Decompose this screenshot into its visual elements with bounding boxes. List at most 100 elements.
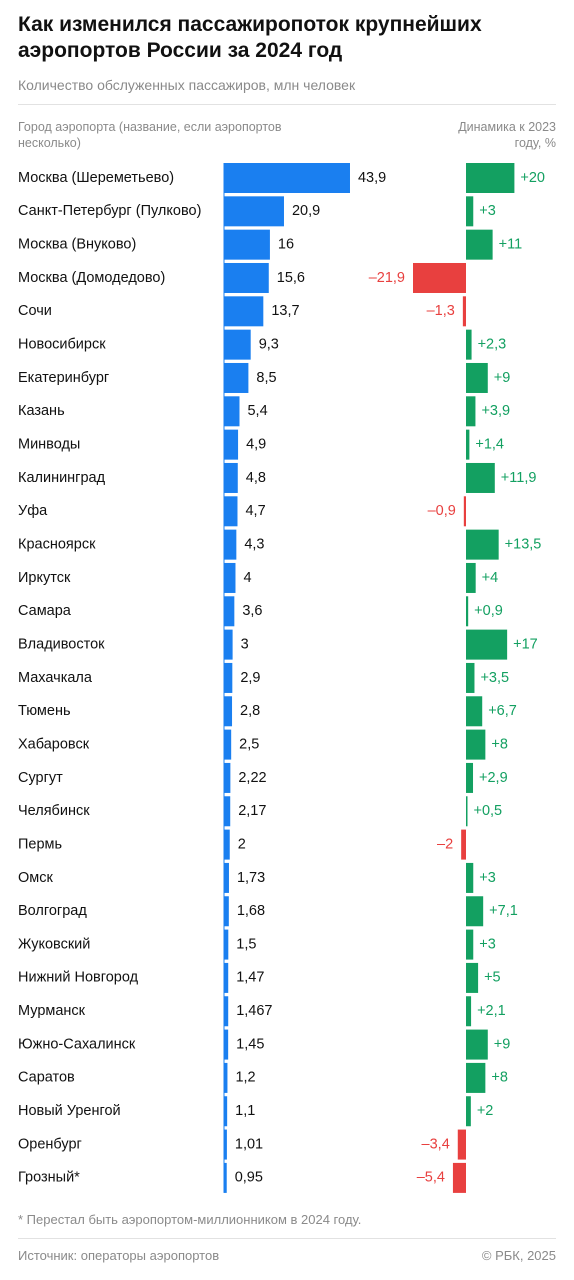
bar <box>224 1162 227 1193</box>
change-label: +1,4 <box>475 436 504 452</box>
bar <box>224 729 232 760</box>
change-bar <box>466 196 474 227</box>
category-label: Калининград <box>18 470 106 486</box>
category-label: Южно-Сахалинск <box>18 1036 136 1052</box>
change-bar <box>466 596 469 627</box>
change-bar <box>466 896 484 927</box>
change-label: +3 <box>479 870 496 886</box>
bar <box>224 796 231 827</box>
bar <box>224 629 233 660</box>
change-label: +5 <box>484 970 501 986</box>
bar <box>224 662 233 693</box>
category-label: Москва (Шереметьево) <box>18 170 174 186</box>
change-label: +3,5 <box>480 670 509 686</box>
bar <box>224 762 231 793</box>
separator <box>18 104 556 105</box>
data-label: 2 <box>238 836 246 852</box>
data-label: 5,4 <box>247 403 267 419</box>
source: Источник: операторы аэропортов <box>18 1248 220 1263</box>
change-bar <box>457 1129 466 1160</box>
category-label: Самара <box>18 603 72 619</box>
change-label: +20 <box>520 170 545 186</box>
data-label: 3,6 <box>242 603 262 619</box>
change-bar <box>466 762 474 793</box>
category-label: Сочи <box>18 303 52 319</box>
category-label: Москва (Внуково) <box>18 236 136 252</box>
change-label: +0,9 <box>474 603 503 619</box>
bar <box>224 362 249 393</box>
category-label: Хабаровск <box>18 736 90 752</box>
category-label: Минводы <box>18 436 80 452</box>
data-label: 1,2 <box>235 1070 255 1086</box>
data-label: 4,7 <box>245 503 265 519</box>
data-label: 0,95 <box>235 1170 263 1186</box>
data-label: 1,467 <box>236 1003 272 1019</box>
data-label: 20,9 <box>292 203 320 219</box>
data-label: 2,9 <box>240 670 260 686</box>
change-bar <box>466 1029 488 1060</box>
data-label: 1,45 <box>236 1036 264 1052</box>
data-label: 4,3 <box>244 536 264 552</box>
category-label: Пермь <box>18 836 62 852</box>
category-label: Красноярск <box>18 536 96 552</box>
category-label: Мурманск <box>18 1003 86 1019</box>
change-bar <box>466 429 470 460</box>
category-label: Уфа <box>18 503 48 519</box>
change-bar <box>413 262 466 293</box>
change-bar <box>466 329 472 360</box>
change-bar <box>466 696 483 727</box>
data-label: 4,9 <box>246 436 266 452</box>
change-label: –1,3 <box>427 303 455 319</box>
bar <box>224 1029 229 1060</box>
data-label: 4,8 <box>246 470 266 486</box>
category-label: Махачкала <box>18 670 93 686</box>
category-label: Оренбург <box>18 1136 82 1152</box>
category-label: Владивосток <box>18 636 105 652</box>
change-label: –21,9 <box>369 270 405 286</box>
bar <box>224 163 350 193</box>
data-label: 8,5 <box>256 370 276 386</box>
data-label: 15,6 <box>277 270 305 286</box>
change-bar <box>466 396 476 427</box>
change-label: +3 <box>479 203 496 219</box>
change-label: +6,7 <box>488 703 517 719</box>
change-label: +2,9 <box>479 770 508 786</box>
bar <box>224 429 239 460</box>
bar <box>224 929 229 960</box>
change-bar <box>466 362 488 393</box>
category-label: Омск <box>18 870 53 886</box>
data-label: 1,73 <box>237 870 265 886</box>
bar <box>224 229 270 260</box>
change-label: +9 <box>494 1036 511 1052</box>
category-label: Казань <box>18 403 65 419</box>
category-label: Екатеринбург <box>18 370 109 386</box>
credit: © РБК, 2025 <box>481 1248 556 1263</box>
data-label: 3 <box>241 636 249 652</box>
change-label: +3 <box>479 936 496 952</box>
change-bar <box>452 1162 466 1193</box>
category-label: Челябинск <box>18 803 90 819</box>
bar <box>224 696 233 727</box>
bar <box>224 296 264 327</box>
change-bar <box>466 629 508 660</box>
change-header: Динамика к 2023 году, % <box>458 120 556 150</box>
change-bar <box>466 1062 486 1093</box>
bar <box>224 396 240 427</box>
data-label: 13,7 <box>271 303 299 319</box>
data-label: 2,22 <box>238 770 266 786</box>
data-label: 2,8 <box>240 703 260 719</box>
category-label: Нижний Новгород <box>18 970 139 986</box>
change-bar <box>466 1096 471 1127</box>
change-label: +9 <box>494 370 511 386</box>
change-bar <box>466 929 474 960</box>
data-label: 1,68 <box>237 903 265 919</box>
subtitle: Количество обслуженных пассажиров, млн ч… <box>18 77 356 93</box>
bar <box>224 262 269 293</box>
category-label: Москва (Домодедово) <box>18 270 165 286</box>
change-bar <box>462 296 466 327</box>
change-bar <box>466 562 476 593</box>
category-label: Тюмень <box>18 703 71 719</box>
change-label: –2 <box>437 836 453 852</box>
bar <box>224 962 229 993</box>
data-label: 2,17 <box>238 803 266 819</box>
